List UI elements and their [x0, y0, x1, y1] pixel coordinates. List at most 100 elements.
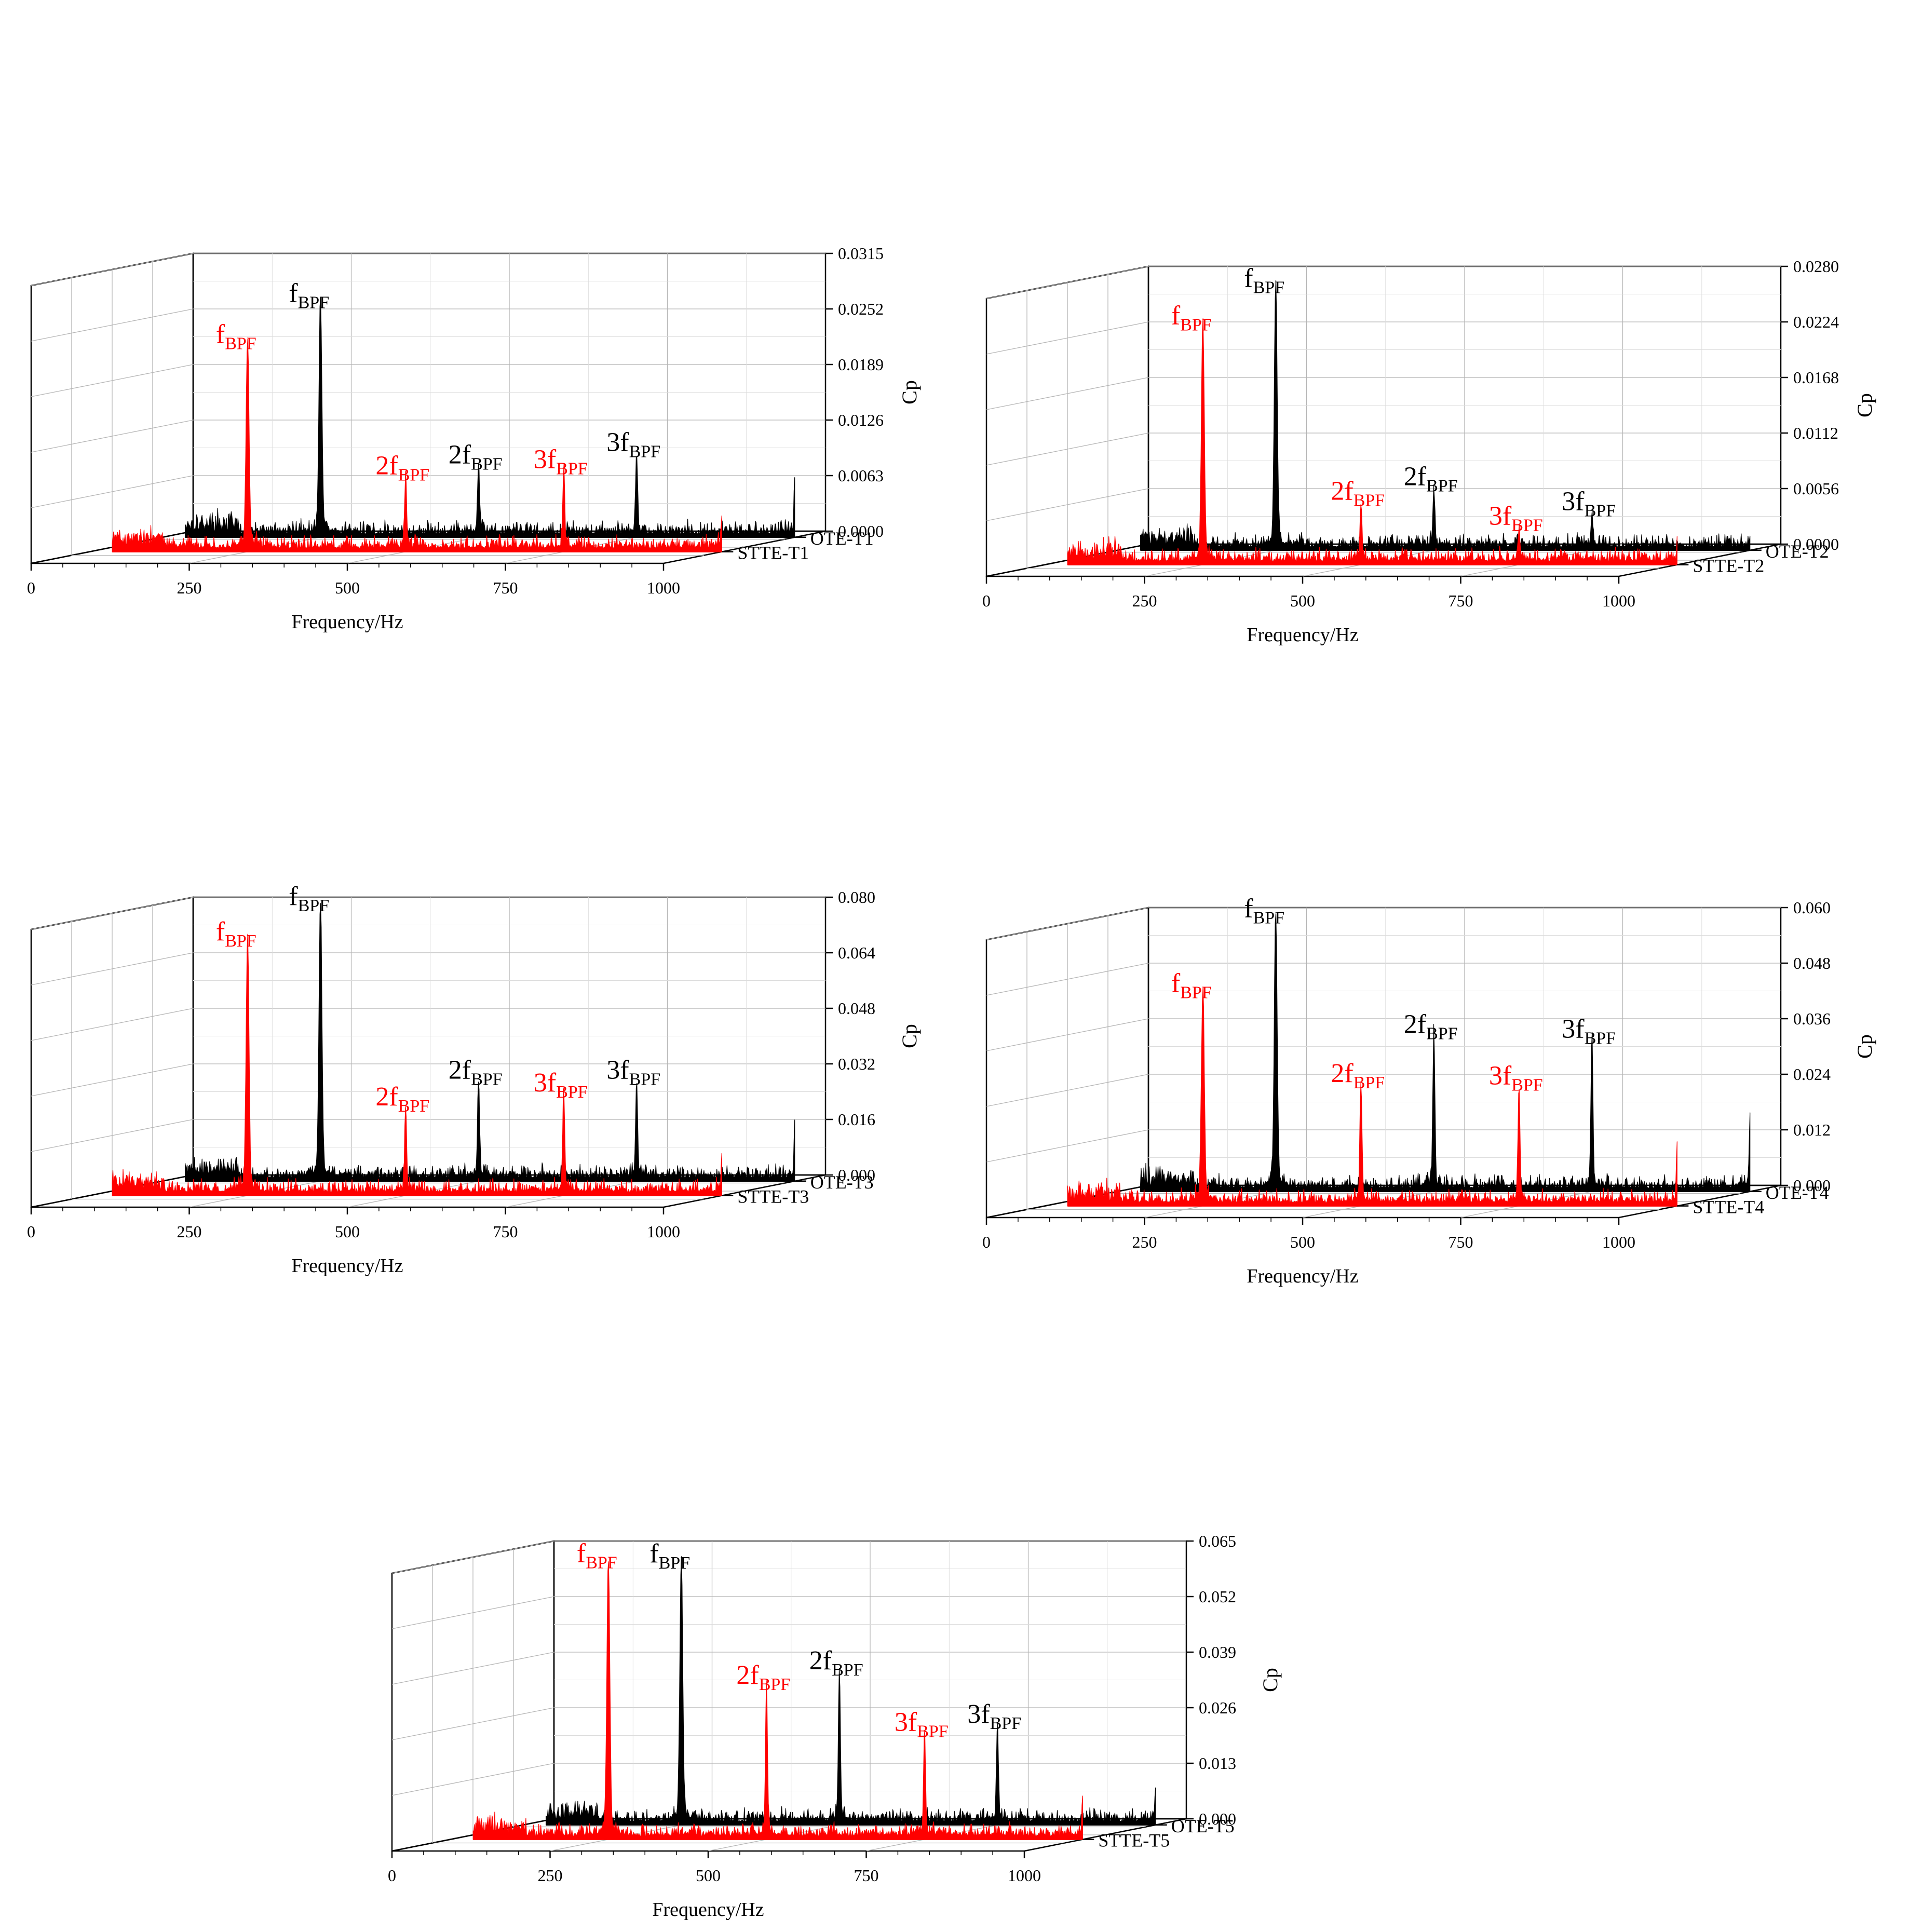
x-axis-label: Frequency/Hz	[291, 1255, 403, 1277]
series-area-stte	[112, 934, 722, 1196]
z-tick-label: 0.0224	[1793, 313, 1839, 331]
x-tick-label: 250	[1132, 591, 1157, 610]
minor-gridlines	[554, 1541, 1186, 1819]
peak-label: 3fBPF	[1562, 487, 1616, 520]
x-tick-label: 1000	[1602, 591, 1635, 610]
z-tick-label: 0.048	[1793, 954, 1831, 972]
z-tick-label: 0.026	[1199, 1698, 1236, 1717]
x-tick-label: 500	[335, 1222, 360, 1241]
x-tick-label: 250	[177, 578, 202, 597]
series-label: STTE-T3	[737, 1186, 809, 1207]
peak-label: fBPF	[216, 917, 256, 951]
x-tick-label: 250	[538, 1866, 563, 1885]
z-tick-label: 0.0056	[1793, 479, 1839, 498]
series-label: OTE-T4	[1766, 1182, 1829, 1203]
z-tick-label: 0.0063	[838, 466, 884, 485]
peak-label: 3fBPF	[1562, 1014, 1616, 1048]
z-axis-label: Cp	[1258, 1668, 1282, 1692]
x-tick-label: 1000	[1602, 1233, 1635, 1251]
series-area-stte	[112, 339, 722, 552]
peak-label: 3fBPF	[606, 428, 660, 462]
gridlines	[391, 1541, 1186, 1852]
z-tick-label: 0.0112	[1793, 424, 1838, 442]
series-area-stte	[1067, 318, 1677, 565]
peak-label: fBPF	[577, 1538, 617, 1572]
peak-label: 3fBPF	[895, 1707, 949, 1741]
z-tick-label: 0.039	[1199, 1643, 1236, 1661]
gridlines	[986, 266, 1781, 577]
gridlines	[31, 897, 825, 1208]
z-tick-label: 0.013	[1199, 1754, 1236, 1773]
z-axis-label: Cp	[898, 380, 921, 404]
z-tick-label: 0.080	[838, 888, 875, 907]
peak-label: fBPF	[1171, 301, 1212, 334]
gridlines	[986, 907, 1781, 1218]
z-tick-label: 0.000	[1793, 1176, 1831, 1195]
peak-label: 2fBPF	[1331, 1059, 1385, 1092]
series-area-ote	[1140, 913, 1751, 1192]
series-label: STTE-T1	[737, 543, 809, 563]
series-label: STTE-T2	[1693, 556, 1764, 576]
z-tick-label: 0.000	[1199, 1809, 1236, 1828]
peak-label: 3fBPF	[1489, 1061, 1543, 1095]
x-tick-label: 1000	[647, 578, 680, 597]
series-area-stte	[1067, 987, 1677, 1207]
series-label: STTE-T5	[1098, 1830, 1170, 1851]
series-area-ote	[546, 1556, 1156, 1826]
x-tick-label: 750	[1449, 591, 1473, 610]
x-tick-label: 0	[982, 591, 991, 610]
peak-label: fBPF	[289, 279, 329, 313]
z-tick-label: 0.048	[838, 999, 875, 1018]
peak-label: 3fBPF	[606, 1056, 660, 1089]
x-tick-label: 250	[1132, 1233, 1157, 1251]
x-axis-label: Frequency/Hz	[1247, 624, 1358, 646]
x-axis-label: Frequency/Hz	[1247, 1265, 1358, 1287]
peak-label: fBPF	[216, 320, 256, 354]
series-label: STTE-T4	[1693, 1197, 1764, 1218]
x-tick-label: 750	[493, 1222, 518, 1241]
peak-label: 2fBPF	[449, 440, 503, 474]
z-tick-label: 0.0168	[1793, 368, 1839, 387]
z-tick-label: 0.016	[838, 1110, 875, 1129]
z-tick-label: 0.060	[1793, 898, 1831, 917]
x-tick-label: 0	[27, 578, 35, 597]
minor-gridlines	[1148, 266, 1781, 544]
x-tick-label: 750	[1449, 1233, 1473, 1251]
minor-gridlines	[193, 897, 825, 1175]
x-tick-label: 1000	[1008, 1866, 1041, 1885]
peak-label: 3fBPF	[1489, 501, 1543, 535]
x-tick-label: 0	[982, 1233, 991, 1251]
x-tick-label: 1000	[647, 1222, 680, 1241]
gridlines	[31, 253, 825, 564]
peak-label: fBPF	[1171, 968, 1212, 1002]
z-tick-label: 0.052	[1199, 1587, 1236, 1606]
series-area-ote	[1140, 280, 1751, 551]
series-label: OTE-T1	[810, 528, 874, 549]
peak-label: 2fBPF	[1331, 477, 1385, 510]
chart-panel-1: fBPF 2fBPF 3fBPF OTE-T1 fBPF 2fBPF 3fBPF STTE-T…	[27, 244, 921, 633]
x-axis-label: Frequency/Hz	[652, 1899, 764, 1921]
z-tick-label: 0.064	[838, 943, 875, 962]
chart-panel-5: fBPF 2fBPF 3fBPF OTE-T5 fBPF 2fBPF 3fBPF STTE-T…	[388, 1532, 1282, 1921]
z-tick-label: 0.0189	[838, 355, 884, 374]
z-axis-label: Cp	[898, 1024, 921, 1048]
x-tick-label: 500	[696, 1866, 721, 1885]
minor-gridlines	[193, 253, 825, 531]
z-axis-label: Cp	[1853, 393, 1876, 417]
chart-panel-2: fBPF 2fBPF 3fBPF OTE-T2 fBPF 2fBPF 3fBPF STTE-T…	[982, 257, 1876, 646]
peak-label: 2fBPF	[1404, 1009, 1458, 1043]
z-tick-label: 0.000	[838, 1166, 875, 1184]
minor-gridlines	[1148, 908, 1781, 1185]
chart-panel-3: fBPF 2fBPF 3fBPF OTE-T3 fBPF 2fBPF 3fBPF STTE-T…	[27, 882, 921, 1277]
z-tick-label: 0.036	[1793, 1009, 1831, 1028]
x-tick-label: 500	[1290, 1233, 1315, 1251]
x-axis-label: Frequency/Hz	[291, 611, 403, 633]
peak-label: 2fBPF	[736, 1660, 790, 1694]
z-tick-label: 0.0000	[1793, 535, 1839, 553]
x-tick-label: 500	[1290, 591, 1315, 610]
chart-panel-4: fBPF 2fBPF 3fBPF OTE-T4 fBPF 2fBPF 3fBPF STTE-T…	[982, 894, 1876, 1287]
series-area-ote	[185, 296, 795, 538]
series-label: OTE-T5	[1171, 1816, 1235, 1836]
